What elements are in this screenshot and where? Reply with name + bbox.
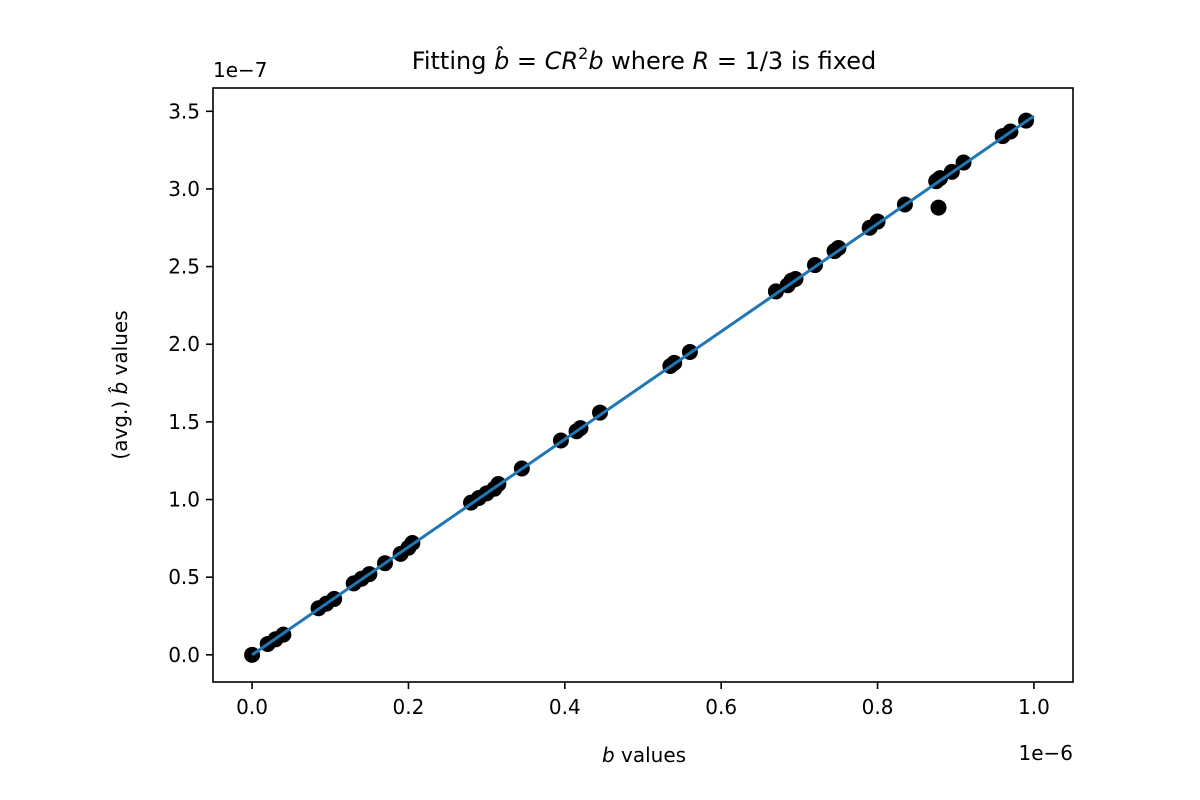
y-axis-var: b̂	[108, 382, 132, 395]
y-axis-prefix: (avg.)	[108, 395, 132, 460]
x-axis-var: b	[602, 743, 615, 767]
title-r2: R	[693, 47, 710, 75]
title-bhat: b̂	[494, 47, 509, 75]
y-tick-label: 0.5	[168, 565, 200, 589]
y-tick-label: 2.5	[168, 255, 200, 279]
y-axis-label: (avg.) b̂ values	[108, 310, 132, 459]
y-tick-label: 3.0	[168, 177, 200, 201]
x-tick-label: 1.0	[1018, 695, 1050, 719]
x-tick-label: 0.4	[549, 695, 581, 719]
fit-line-group	[251, 114, 1035, 657]
x-axis-text: values	[615, 743, 686, 767]
title-prefix: Fitting	[412, 47, 494, 75]
title-c: C	[545, 47, 562, 75]
y-tick-label: 1.0	[168, 488, 200, 512]
title-exponent: 2	[578, 44, 588, 63]
y-tick-label: 3.5	[168, 99, 200, 123]
fit-line	[251, 114, 1035, 657]
title-r: R	[561, 47, 578, 75]
y-axis-ticks: 0.0 0.5 1.0 1.5 2.0 2.5 3.0 3.5	[168, 99, 213, 667]
x-axis-ticks: 0.0 0.2 0.4 0.6 0.8 1.0	[236, 682, 1050, 719]
title-mid2: where	[604, 47, 693, 75]
x-tick-label: 0.8	[862, 695, 894, 719]
scatter-point	[930, 199, 947, 216]
x-tick-label: 0.0	[236, 695, 268, 719]
y-tick-label: 0.0	[168, 643, 200, 667]
title-mid1: =	[509, 47, 544, 75]
plot-frame	[212, 87, 1074, 683]
title-b: b	[588, 47, 603, 75]
y-tick-label: 1.5	[168, 410, 200, 434]
title-mid3: = 1/3 is fixed	[709, 47, 876, 75]
chart-title: Fitting b̂ = CR2b where R = 1/3 is fixed	[412, 44, 876, 75]
x-offset-label: 1e−6	[1018, 741, 1073, 765]
y-tick-label: 2.0	[168, 332, 200, 356]
y-axis-text: values	[108, 310, 132, 381]
x-tick-label: 0.6	[705, 695, 737, 719]
y-offset-label: 1e−7	[213, 58, 268, 82]
x-axis-label: b values	[602, 743, 686, 767]
x-tick-label: 0.2	[393, 695, 425, 719]
